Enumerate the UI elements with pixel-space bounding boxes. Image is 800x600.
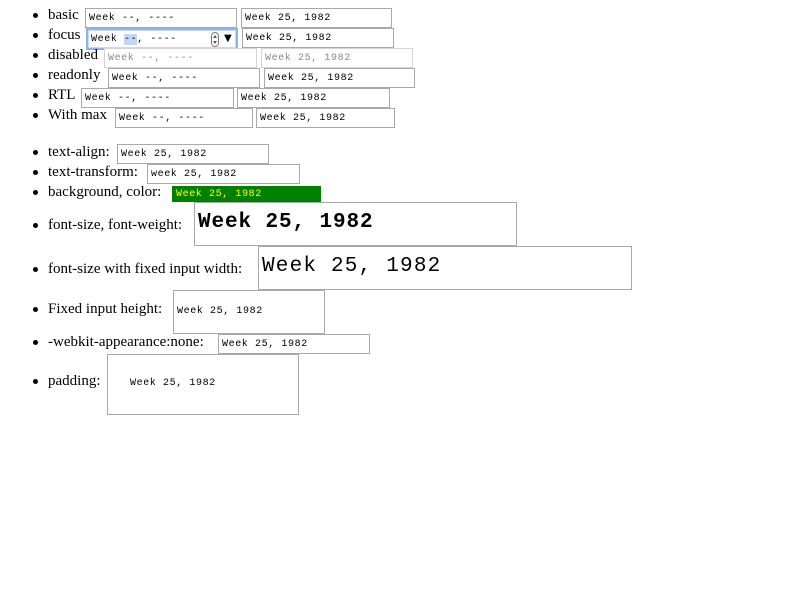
input-value: Week 25, 1982 bbox=[176, 189, 262, 200]
input-value: Week --, ---- bbox=[119, 113, 205, 124]
input-value: week 25, 1982 bbox=[151, 169, 237, 180]
bullet bbox=[33, 53, 38, 58]
week-input-fixed-height[interactable]: Week 25, 1982 bbox=[173, 290, 325, 334]
bullet bbox=[33, 170, 38, 175]
week-input-font-size-weight[interactable]: Week 25, 1982 bbox=[194, 202, 517, 246]
label-font-size-weight: font-size, font-weight: bbox=[48, 217, 183, 233]
week-input-font-size-fixed-width[interactable]: Week 25, 1982 bbox=[258, 246, 632, 290]
week-input-disabled-filled: Week 25, 1982 bbox=[261, 48, 413, 68]
label-rtl: RTL bbox=[48, 87, 76, 103]
input-value: Week 25, 1982 bbox=[260, 113, 346, 124]
spin-button-icon[interactable] bbox=[211, 32, 219, 47]
week-input-with-max-empty[interactable]: Week --, ---- bbox=[115, 108, 253, 128]
label-focus: focus bbox=[48, 27, 81, 43]
input-value: Week --, ---- bbox=[108, 53, 194, 64]
week-number-segment[interactable]: -- bbox=[124, 34, 138, 45]
bullet bbox=[33, 13, 38, 18]
year-segment: , ---- bbox=[137, 34, 177, 45]
week-input-padding[interactable]: Week 25, 1982 bbox=[107, 354, 299, 415]
label-font-size-fixed-width: font-size with fixed input width: bbox=[48, 261, 243, 277]
bullet bbox=[33, 340, 38, 345]
label-padding: padding: bbox=[48, 373, 101, 389]
label-background-color: background, color: bbox=[48, 184, 162, 200]
input-value: Week --, ---- bbox=[89, 13, 175, 24]
week-input-disabled-empty: Week --, ---- bbox=[104, 48, 257, 68]
input-value: Week 25, 1982 bbox=[121, 149, 207, 160]
input-value: Week --, ---- bbox=[91, 34, 177, 45]
label-text-transform: text-transform: bbox=[48, 164, 138, 180]
bullet bbox=[33, 223, 38, 228]
bullet bbox=[33, 379, 38, 384]
input-value: Week 25, 1982 bbox=[262, 255, 442, 278]
week-label: Week bbox=[91, 34, 125, 45]
bullet bbox=[33, 33, 38, 38]
week-input-basic-filled[interactable]: Week 25, 1982 bbox=[241, 8, 392, 28]
week-input-text-align[interactable]: Week 25, 1982 bbox=[117, 144, 269, 164]
bullet bbox=[33, 307, 38, 312]
week-input-text-transform[interactable]: week 25, 1982 bbox=[147, 164, 300, 184]
week-input-readonly-empty[interactable]: Week --, ---- bbox=[108, 68, 260, 88]
input-value: Week 25, 1982 bbox=[222, 339, 308, 350]
input-value: Week --, ---- bbox=[112, 73, 198, 84]
input-value: Week 25, 1982 bbox=[177, 306, 263, 317]
input-value: Week --, ---- bbox=[85, 93, 171, 104]
bullet bbox=[33, 190, 38, 195]
week-input-background-color[interactable]: Week 25, 1982 bbox=[172, 186, 321, 202]
bullet bbox=[33, 113, 38, 118]
week-input-focus-filled[interactable]: Week 25, 1982 bbox=[242, 28, 394, 48]
week-input-focus-empty[interactable]: Week --, ---- ▼ bbox=[86, 28, 238, 50]
week-input-webkit-appearance[interactable]: Week 25, 1982 bbox=[218, 334, 370, 354]
label-basic: basic bbox=[48, 7, 79, 23]
label-fixed-height: Fixed input height: bbox=[48, 301, 163, 317]
dropdown-arrow-icon[interactable]: ▼ bbox=[224, 33, 233, 44]
bullet bbox=[33, 93, 38, 98]
week-input-with-max-filled[interactable]: Week 25, 1982 bbox=[256, 108, 395, 128]
bullet bbox=[33, 73, 38, 78]
input-value: Week 25, 1982 bbox=[198, 211, 374, 234]
label-readonly: readonly bbox=[48, 67, 101, 83]
input-value: Week 25, 1982 bbox=[245, 13, 331, 24]
bullet bbox=[33, 267, 38, 272]
week-input-rtl-empty[interactable]: Week --, ---- bbox=[81, 88, 234, 108]
bullet bbox=[33, 150, 38, 155]
label-with-max: With max bbox=[48, 107, 107, 123]
week-input-basic-empty[interactable]: Week --, ---- bbox=[85, 8, 237, 28]
week-input-readonly-filled[interactable]: Week 25, 1982 bbox=[264, 68, 415, 88]
label-text-align: text-align: bbox=[48, 144, 110, 160]
input-value: Week 25, 1982 bbox=[265, 53, 351, 64]
input-value: Week 25, 1982 bbox=[241, 93, 327, 104]
week-input-rtl-filled[interactable]: Week 25, 1982 bbox=[237, 88, 390, 108]
input-value: Week 25, 1982 bbox=[130, 378, 216, 389]
label-disabled: disabled bbox=[48, 47, 98, 63]
input-value: Week 25, 1982 bbox=[268, 73, 354, 84]
label-webkit-appearance: -webkit-appearance:none: bbox=[48, 334, 204, 350]
input-value: Week 25, 1982 bbox=[246, 33, 332, 44]
